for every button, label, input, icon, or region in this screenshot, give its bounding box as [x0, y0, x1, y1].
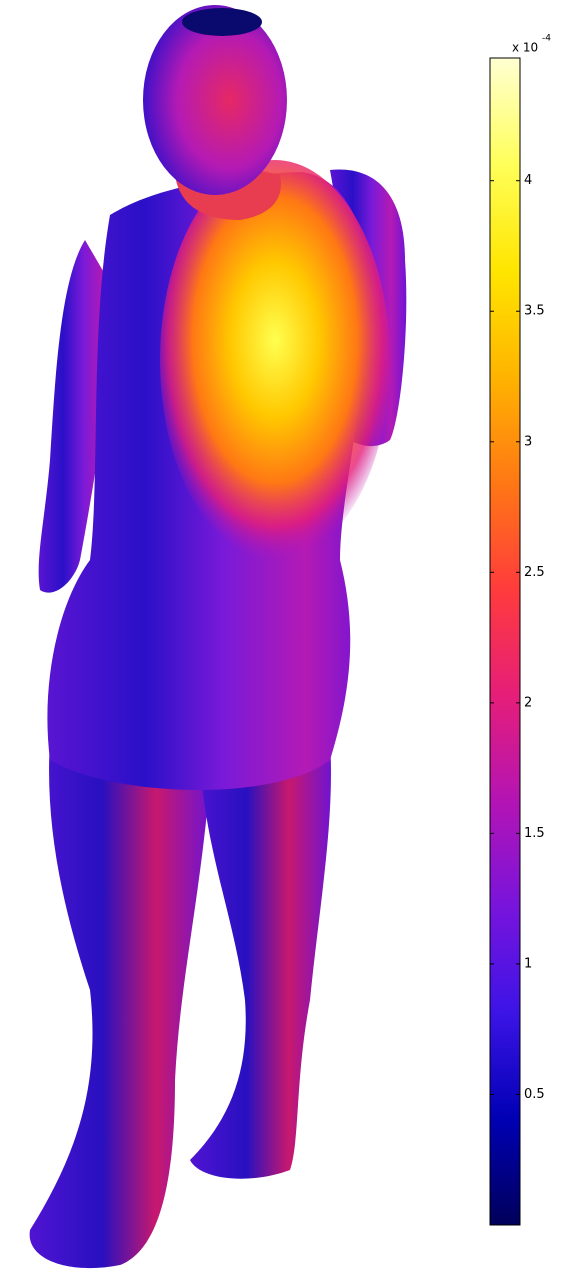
exponent-base: x 10	[512, 41, 538, 55]
tick-label: 3	[524, 434, 532, 449]
tick-label: 1	[524, 956, 532, 971]
tick-label: 2	[524, 695, 532, 710]
leg-right	[190, 740, 331, 1179]
colorbar: x 10 -4 0.5 1 1.5 2 2.5 3 3.5 4	[489, 34, 551, 1226]
tick-label: 3.5	[524, 304, 545, 319]
leg-left	[29, 740, 211, 1269]
head-top	[182, 8, 262, 36]
tick-label: 0.5	[524, 1087, 545, 1102]
tick-label: 1.5	[524, 826, 545, 841]
tick-label: 4	[524, 173, 532, 188]
exponent: -4	[542, 34, 551, 44]
back-hot-region	[160, 160, 390, 560]
colorbar-gradient	[489, 57, 521, 1226]
tick-label: 2.5	[524, 565, 545, 580]
body-surface	[29, 5, 407, 1269]
head	[143, 5, 287, 195]
